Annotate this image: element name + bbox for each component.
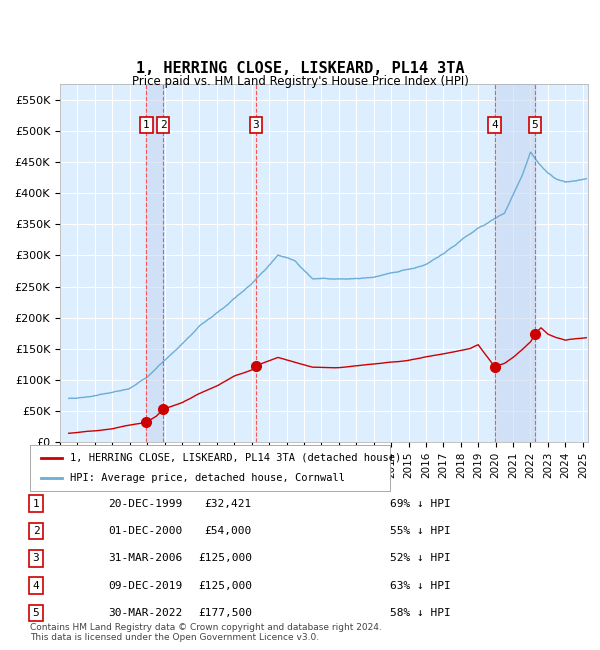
- Bar: [494, 84, 535, 442]
- Text: 01-DEC-2000: 01-DEC-2000: [108, 526, 182, 536]
- Text: 2: 2: [32, 526, 40, 536]
- Text: £54,000: £54,000: [205, 526, 252, 536]
- Text: 20-DEC-1999: 20-DEC-1999: [108, 499, 182, 509]
- Text: 1: 1: [32, 499, 40, 509]
- Text: 63% ↓ HPI: 63% ↓ HPI: [390, 580, 451, 591]
- Text: 31-MAR-2006: 31-MAR-2006: [108, 553, 182, 564]
- Text: 2: 2: [160, 120, 167, 130]
- Text: £125,000: £125,000: [198, 553, 252, 564]
- Text: £177,500: £177,500: [198, 608, 252, 618]
- Text: HPI: Average price, detached house, Cornwall: HPI: Average price, detached house, Corn…: [70, 473, 344, 483]
- Text: 4: 4: [491, 120, 498, 130]
- Text: 3: 3: [253, 120, 259, 130]
- Text: £32,421: £32,421: [205, 499, 252, 509]
- Text: 1, HERRING CLOSE, LISKEARD, PL14 3TA: 1, HERRING CLOSE, LISKEARD, PL14 3TA: [136, 60, 464, 76]
- Text: 30-MAR-2022: 30-MAR-2022: [108, 608, 182, 618]
- Text: 1, HERRING CLOSE, LISKEARD, PL14 3TA (detached house): 1, HERRING CLOSE, LISKEARD, PL14 3TA (de…: [70, 453, 401, 463]
- Text: 55% ↓ HPI: 55% ↓ HPI: [390, 526, 451, 536]
- Text: 5: 5: [32, 608, 40, 618]
- Text: 4: 4: [32, 580, 40, 591]
- Text: £125,000: £125,000: [198, 580, 252, 591]
- Text: Price paid vs. HM Land Registry's House Price Index (HPI): Price paid vs. HM Land Registry's House …: [131, 75, 469, 88]
- Bar: [146, 84, 163, 442]
- Text: 58% ↓ HPI: 58% ↓ HPI: [390, 608, 451, 618]
- Text: Contains HM Land Registry data © Crown copyright and database right 2024.
This d: Contains HM Land Registry data © Crown c…: [30, 623, 382, 642]
- Text: 5: 5: [532, 120, 538, 130]
- Text: 09-DEC-2019: 09-DEC-2019: [108, 580, 182, 591]
- Text: 69% ↓ HPI: 69% ↓ HPI: [390, 499, 451, 509]
- Text: 1: 1: [143, 120, 150, 130]
- Text: 3: 3: [32, 553, 40, 564]
- Text: 52% ↓ HPI: 52% ↓ HPI: [390, 553, 451, 564]
